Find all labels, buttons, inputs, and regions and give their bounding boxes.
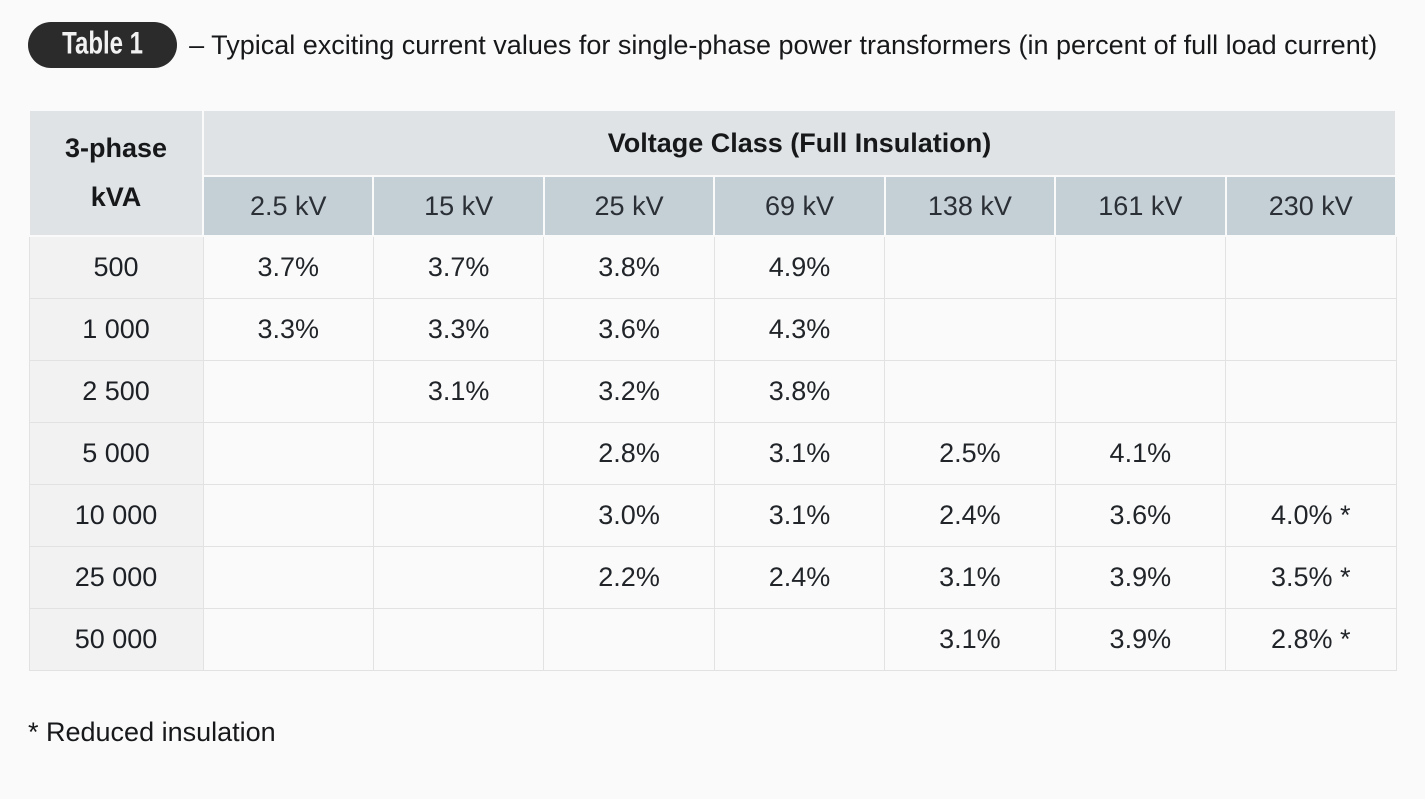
row-header-kva: 5 000 [28,422,204,485]
table-header: 3-phase kVA Voltage Class (Full Insulati… [28,109,1398,237]
value-cell: 3.3% [372,298,545,361]
value-cell [372,608,545,671]
voltage-class-group-header: Voltage Class (Full Insulation) [202,109,1397,177]
row-header-kva: 25 000 [28,546,204,609]
value-cell [543,608,715,671]
table-row: 25 000 2.2% 2.4% 3.1% 3.9% 3.5% * [28,546,1397,609]
value-cell: 3.2% [543,360,715,423]
value-cell: 4.1% [1054,422,1227,485]
row-header-kva: 1 000 [28,298,204,361]
value-cell: 3.5% * [1225,546,1397,609]
column-header-25kv: 25 kV [542,175,716,237]
value-cell: 3.3% [202,298,374,361]
value-cell: 2.8% [543,422,715,485]
value-cell: 3.1% [372,360,545,423]
value-cell: 3.1% [713,484,886,547]
value-cell: 3.9% [1054,608,1227,671]
row-header-kva: 10 000 [28,484,204,547]
column-header-15kv: 15 kV [372,175,545,237]
table-caption: Table 1 – Typical exciting current values… [28,21,1397,70]
row-header-kva: 50 000 [28,608,204,671]
exciting-current-table: 3-phase kVA Voltage Class (Full Insulati… [28,109,1398,671]
table-row: 50 000 3.1% 3.9% 2.8% * [28,608,1397,671]
value-cell [1054,360,1227,423]
value-cell: 3.6% [1054,484,1227,547]
value-cell: 3.7% [372,235,545,299]
value-cell: 2.2% [543,546,715,609]
table-row: 1 000 3.3% 3.3% 3.6% 4.3% [28,298,1397,361]
value-cell: 3.1% [884,608,1056,671]
value-cell: 3.8% [543,235,715,299]
table-number-badge-label: Table 1 [62,26,144,61]
table-row: 10 000 3.0% 3.1% 2.4% 3.6% 4.0% * [28,484,1397,547]
value-cell: 2.5% [884,422,1056,485]
value-cell [884,235,1056,299]
table-row: 500 3.7% 3.7% 3.8% 4.9% [28,235,1397,299]
value-cell: 3.7% [202,235,374,299]
value-cell [202,546,374,609]
value-cell [1225,235,1397,299]
value-cell [372,422,545,485]
value-cell: 3.1% [884,546,1056,609]
value-cell [884,298,1056,361]
value-cell: 3.0% [543,484,715,547]
value-cell [202,360,374,423]
value-cell [1225,298,1397,361]
value-cell: 2.4% [713,546,886,609]
row-header-kva: 500 [28,235,204,299]
column-header-161kv: 161 kV [1054,175,1227,237]
column-header-2-5kv: 2.5 kV [201,175,375,237]
table-number-badge: Table 1 [28,21,178,68]
value-cell [202,422,374,485]
value-cell [1054,298,1227,361]
column-header-69kv: 69 kV [713,175,886,237]
value-cell [1225,360,1397,423]
value-cell: 3.6% [543,298,715,361]
kv-header-row: 2.5 kV 15 kV 25 kV 69 kV 138 kV 161 kV 2… [29,175,1398,237]
value-cell: 2.4% [884,484,1056,547]
group-header-row: 3-phase kVA Voltage Class (Full Insulati… [28,109,1397,237]
column-header-138kv: 138 kV [883,175,1057,237]
value-cell [1054,235,1227,299]
value-cell [372,484,545,547]
reduced-insulation-footnote: * Reduced insulation [28,717,276,747]
value-cell [1225,422,1397,485]
value-cell: 4.9% [713,235,886,299]
table-body: 500 3.7% 3.7% 3.8% 4.9% 1 000 3.3% 3.3% 3.6% 4.3%… [28,235,1397,671]
value-cell: 4.0% * [1225,484,1397,547]
value-cell: 2.8% * [1225,608,1397,671]
table-row: 5 000 2.8% 3.1% 2.5% 4.1% [28,422,1397,485]
column-header-230kv: 230 kV [1224,175,1398,237]
value-cell [713,608,886,671]
value-cell [372,546,545,609]
value-cell: 4.3% [713,298,886,361]
value-cell: 3.9% [1054,546,1227,609]
value-cell: 3.8% [713,360,886,423]
corner-header-3phase-kva: 3-phase kVA [28,109,204,237]
value-cell [202,608,374,671]
value-cell: 3.1% [713,422,886,485]
value-cell [884,360,1056,423]
table-caption-text: – Typical exciting current values for si… [189,30,1378,60]
row-header-kva: 2 500 [28,360,204,423]
table-row: 2 500 3.1% 3.2% 3.8% [28,360,1397,423]
value-cell [202,484,374,547]
